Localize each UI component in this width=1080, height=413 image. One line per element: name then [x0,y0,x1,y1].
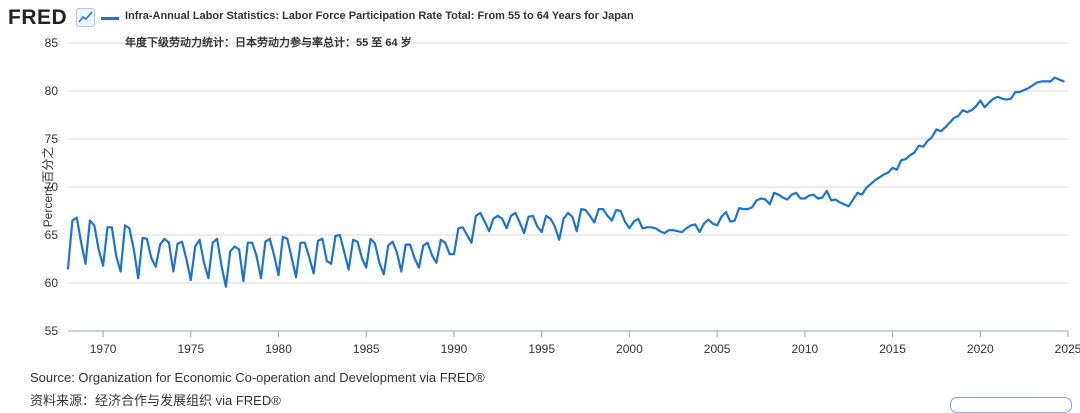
x-tick-label-2000: 2000 [616,342,643,356]
y-axis-label: Percent 百分之 [41,147,55,228]
x-tick-label-1975: 1975 [177,342,204,356]
x-tick-label-2005: 2005 [704,342,731,356]
fred-logo[interactable]: FRED [8,6,68,29]
x-tick-label-1980: 1980 [265,342,292,356]
y-tick-label-65: 65 [45,228,59,242]
x-tick-label-2010: 2010 [791,342,818,356]
chart-line-icon [76,8,95,27]
series-line-0 [66,76,1065,288]
y-tick-label-70: 70 [45,180,59,194]
y-tick-label-75: 75 [45,132,59,146]
legend-title: Infra-Annual Labor Statistics: Labor For… [125,10,634,22]
line-chart: 55 60 65 70 75 80 85 1970 1975 1980 1985 1990 1995 20… [41,36,1080,356]
x-tick-label-1970: 1970 [90,342,117,356]
y-tick-label-80: 80 [45,84,59,98]
y-tick-label-60: 60 [45,276,59,290]
x-tick-label-2025: 2025 [1055,342,1080,356]
legend-subtitle: 年度下级劳动力统计：日本劳动力参与率总计：55 至 64 岁 [125,37,412,49]
legend-swatch [101,17,119,20]
x-tick-label-1985: 1985 [353,342,380,356]
source-english: Source: Organization for Economic Co-ope… [30,370,485,385]
x-tick-label-2015: 2015 [879,342,906,356]
x-tick-label-1995: 1995 [528,342,555,356]
y-tick-label-55: 55 [45,324,59,338]
x-tick-label-1990: 1990 [441,342,468,356]
cutoff-button[interactable] [950,397,1072,413]
source-chinese: 资料来源：经济合作与发展组织 via FRED® [30,393,281,408]
x-tick-label-2020: 2020 [967,342,994,356]
y-tick-label-85: 85 [45,36,59,50]
